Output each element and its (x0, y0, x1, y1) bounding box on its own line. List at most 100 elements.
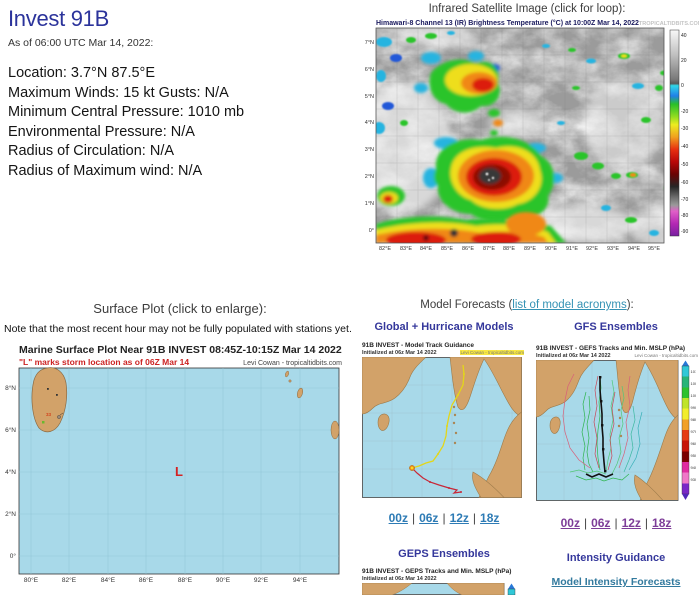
global-link-12z[interactable]: 12z (449, 511, 469, 525)
svg-text:970: 970 (691, 429, 697, 434)
global-run-links: 00z | 06z | 12z | 18z (388, 511, 500, 525)
stat-radius-circulation: Radius of Circulation: N/A (8, 143, 175, 159)
svg-text:6°N: 6°N (5, 426, 16, 434)
stat-max-winds: Maximum Winds: 15 kt Gusts: N/A (8, 84, 229, 101)
gfs-link-12z[interactable]: 12z (621, 516, 641, 530)
intensity-link-row: Model Intensity Forecasts (532, 572, 699, 590)
gfs-ensembles-map-image[interactable]: 91B INVEST - GEFS Tracks and Min. MSLP (… (536, 345, 698, 501)
global-models-heading: Global + Hurricane Models (374, 321, 514, 333)
svg-text:1010: 1010 (691, 369, 697, 374)
svg-text:89°E: 89°E (524, 246, 536, 252)
svg-text:88°E: 88°E (503, 246, 515, 252)
gfs-map-init: Initialized at 06z Mar 14 2022 (536, 353, 611, 359)
gfs-map-credit: Levi Cowan - tropicaltidbits.com (634, 353, 698, 358)
model-acronyms-link[interactable]: list of model acronyms (512, 299, 627, 311)
gfs-link-00z[interactable]: 00z (560, 516, 580, 530)
svg-text:5°N: 5°N (365, 94, 374, 100)
svg-text:80°E: 80°E (24, 576, 39, 584)
model-intensity-forecasts-link[interactable]: Model Intensity Forecasts (551, 576, 681, 588)
svg-text:960: 960 (691, 441, 697, 446)
svg-text:4°N: 4°N (365, 120, 374, 126)
satellite-image[interactable]: Himawari-8 Channel 13 (IR) Brightness Te… (362, 17, 699, 254)
surface-note: Note that the most recent hour may not b… (4, 323, 352, 335)
model-tracks (409, 364, 465, 494)
svg-text:1005: 1005 (691, 381, 697, 386)
svg-text:-90: -90 (681, 229, 688, 235)
svg-text:83°E: 83°E (400, 246, 412, 252)
surface-lat-axis: 8°N 6°N 4°N 2°N 0° (5, 384, 16, 560)
svg-text:-40: -40 (681, 144, 688, 150)
models-header-prefix: Model Forecasts ( (420, 299, 513, 311)
satellite-colorbar: 40 20 0 -20 -30 -40 -50 -60 -70 -80 -90 (669, 29, 688, 237)
bay-of-bengal-land (362, 357, 522, 498)
svg-text:93°E: 93°E (607, 246, 619, 252)
svg-text:92°E: 92°E (586, 246, 598, 252)
svg-text:-20: -20 (681, 109, 688, 115)
svg-text:2°N: 2°N (365, 174, 374, 180)
stat-radius-max-wind: Radius of Maximum wind: N/A (8, 162, 203, 179)
svg-text:20: 20 (681, 58, 687, 64)
southern-convection-band (376, 186, 566, 243)
satellite-image-title: Himawari-8 Channel 13 (IR) Brightness Te… (376, 20, 639, 27)
overshooting-tops (485, 172, 495, 181)
surface-map-subtitle: "L" marks storm location as of 06Z Mar 1… (19, 357, 190, 367)
satellite-titlebar: Himawari-8 Channel 13 (IR) Brightness Te… (362, 17, 699, 27)
global-link-00z[interactable]: 00z (388, 511, 408, 525)
surface-map-title: Marine Surface Plot Near 91B INVEST 08:4… (19, 344, 342, 356)
stat-location: Location: 3.7°N 87.5°E (8, 65, 156, 81)
main-convection-blob (423, 136, 563, 222)
station-value: 33 (46, 412, 52, 417)
page-title: Invest 91B (8, 6, 109, 31)
tropicaltidbits-watermark: TROPICALTIDBITS.COM (638, 21, 699, 27)
surface-map: 33 L 8°N 6°N 4°N 2°N 0° 80°E 82°E 84°E 8… (5, 367, 340, 584)
scattered-cells (376, 31, 664, 236)
geps-ensembles-map-image[interactable]: 91B INVEST - GEPS Tracks and Min. MSLP (… (362, 568, 524, 595)
global-track-map (362, 357, 522, 498)
surface-plot-image[interactable]: Marine Surface Plot Near 91B INVEST 08:4… (2, 344, 342, 585)
svg-text:88°E: 88°E (178, 576, 193, 584)
global-map-credit: Levi Cowan - tropicaltidbits.com (460, 350, 524, 355)
satellite-cloud-field (376, 28, 664, 243)
gfs-link-18z[interactable]: 18z (652, 516, 672, 530)
svg-text:86°E: 86°E (139, 576, 154, 584)
satellite-lon-axis: 82°E 83°E 84°E 85°E 86°E 87°E 88°E 89°E … (379, 246, 660, 252)
storm-location-marker: L (175, 464, 183, 479)
svg-text:95°E: 95°E (648, 246, 660, 252)
island-group (285, 370, 340, 440)
satellite-ir-plot: 7°N 6°N 5°N 4°N 3°N 2°N 1°N 0° 82°E 83°E… (365, 27, 688, 252)
svg-text:87°E: 87°E (483, 246, 495, 252)
bay-of-bengal-land-2 (536, 360, 678, 500)
svg-text:-70: -70 (681, 197, 688, 203)
svg-text:82°E: 82°E (62, 576, 77, 584)
svg-text:90°E: 90°E (545, 246, 557, 252)
svg-text:940: 940 (691, 465, 697, 470)
svg-text:990: 990 (691, 405, 697, 410)
global-link-06z[interactable]: 06z (419, 511, 439, 525)
stat-min-pressure: Minimum Central Pressure: 1010 mb (8, 104, 245, 120)
invest-info-block: Invest 91B As of 06:00 UTC Mar 14, 2022:… (8, 6, 350, 181)
stat-env-pressure: Environmental Pressure: N/A (8, 123, 195, 140)
upper-convection-blob (414, 51, 503, 136)
svg-text:86°E: 86°E (462, 246, 474, 252)
geps-ensembles-heading: GEPS Ensembles (398, 548, 490, 560)
svg-text:40: 40 (681, 33, 687, 39)
svg-text:2°N: 2°N (5, 510, 16, 518)
svg-text:94°E: 94°E (628, 246, 640, 252)
satellite-section-header: Infrared Satellite Image (click for loop… (428, 3, 626, 15)
svg-text:7°N: 7°N (365, 40, 374, 46)
global-track-map-image[interactable]: 91B INVEST - Model Track Guidance Initia… (362, 342, 524, 498)
global-link-18z[interactable]: 18z (480, 511, 500, 525)
svg-text:1000: 1000 (691, 393, 697, 398)
surface-lon-axis: 80°E 82°E 84°E 86°E 88°E 90°E 92°E 94°E (24, 576, 308, 584)
svg-text:3°N: 3°N (365, 147, 374, 153)
svg-text:-80: -80 (681, 213, 688, 219)
svg-text:-60: -60 (681, 180, 688, 186)
models-header-suffix: ): (626, 299, 634, 311)
geps-map-init: Initialized at 06z Mar 14 2022 (362, 576, 437, 582)
gfs-link-06z[interactable]: 06z (591, 516, 611, 530)
mslp-colorbar: 1010 1005 1000 990 980 970 960 950 940 9… (681, 360, 697, 500)
satellite-lat-axis: 7°N 6°N 5°N 4°N 3°N 2°N 1°N 0° (365, 40, 374, 234)
surface-section-header: Surface Plot (click to enlarge): (93, 301, 267, 316)
sri-lanka-landmass: 33 (31, 367, 68, 433)
svg-text:0°: 0° (10, 552, 17, 560)
